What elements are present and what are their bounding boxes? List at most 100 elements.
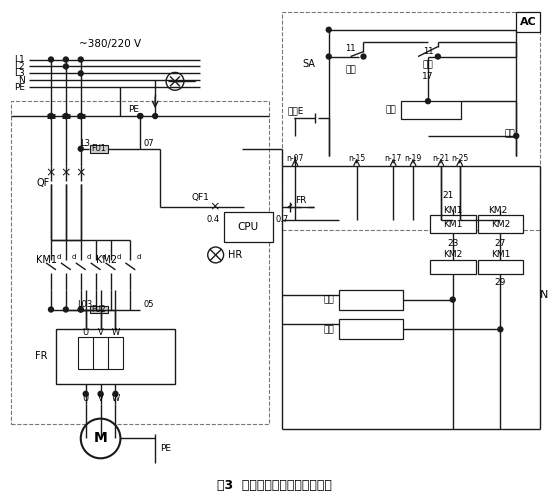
Circle shape bbox=[81, 419, 120, 458]
Text: W: W bbox=[111, 328, 119, 337]
Bar bbox=[516, 12, 540, 32]
Circle shape bbox=[63, 114, 68, 119]
Text: AC: AC bbox=[520, 17, 537, 27]
Text: QF: QF bbox=[36, 178, 50, 187]
Text: 手动: 手动 bbox=[345, 65, 356, 74]
Bar bbox=[56, 329, 175, 384]
Text: L3: L3 bbox=[80, 139, 90, 148]
Circle shape bbox=[450, 297, 455, 302]
Circle shape bbox=[78, 307, 83, 312]
Text: SA: SA bbox=[302, 60, 315, 69]
Text: FU1: FU1 bbox=[91, 144, 106, 153]
Text: ×: × bbox=[60, 166, 71, 179]
Bar bbox=[477, 260, 523, 274]
Circle shape bbox=[48, 57, 53, 62]
Text: 17: 17 bbox=[422, 72, 434, 81]
Text: ×: × bbox=[46, 166, 56, 179]
Text: 05: 05 bbox=[143, 300, 154, 309]
Bar bbox=[12, 101, 270, 424]
Text: PE: PE bbox=[14, 83, 25, 92]
Text: FU2: FU2 bbox=[91, 305, 106, 314]
Text: d: d bbox=[87, 254, 91, 260]
Text: 11: 11 bbox=[345, 44, 356, 53]
Bar bbox=[430, 260, 476, 274]
Circle shape bbox=[48, 114, 53, 119]
Text: L03: L03 bbox=[77, 300, 92, 309]
Text: 0.7: 0.7 bbox=[275, 215, 288, 224]
Text: n-25: n-25 bbox=[451, 154, 469, 163]
Text: CPU: CPU bbox=[238, 222, 259, 232]
Text: 正转: 正转 bbox=[324, 325, 335, 334]
Bar bbox=[90, 145, 108, 153]
Circle shape bbox=[63, 64, 68, 69]
Text: 图3  慢转电机的改造控制原理图: 图3 慢转电机的改造控制原理图 bbox=[217, 479, 332, 492]
Circle shape bbox=[166, 72, 184, 90]
Circle shape bbox=[78, 71, 83, 76]
Circle shape bbox=[326, 54, 331, 59]
Bar bbox=[339, 290, 403, 310]
Text: M: M bbox=[94, 432, 107, 445]
Circle shape bbox=[361, 54, 366, 59]
Text: ×: × bbox=[210, 201, 220, 214]
Bar bbox=[401, 101, 461, 119]
Text: KM1: KM1 bbox=[36, 255, 57, 265]
Circle shape bbox=[48, 114, 53, 119]
Text: KM2: KM2 bbox=[488, 206, 507, 215]
Circle shape bbox=[138, 114, 143, 119]
Circle shape bbox=[83, 391, 88, 396]
Text: 反转: 反转 bbox=[504, 129, 515, 138]
Text: L3: L3 bbox=[14, 69, 25, 78]
Text: QF1: QF1 bbox=[192, 193, 210, 202]
Text: KM2: KM2 bbox=[96, 255, 117, 265]
Bar bbox=[224, 212, 273, 242]
Text: ~380/220 V: ~380/220 V bbox=[79, 39, 141, 49]
Text: KM1: KM1 bbox=[491, 250, 510, 259]
Text: N: N bbox=[19, 76, 25, 85]
Text: 急停E: 急停E bbox=[287, 107, 304, 116]
Text: d: d bbox=[57, 254, 61, 260]
Text: n-19: n-19 bbox=[404, 154, 422, 163]
Text: PE: PE bbox=[160, 444, 171, 453]
Circle shape bbox=[498, 327, 503, 332]
Circle shape bbox=[63, 114, 68, 119]
Text: KM2: KM2 bbox=[491, 220, 510, 229]
Circle shape bbox=[78, 307, 83, 312]
Text: KM1: KM1 bbox=[443, 220, 463, 229]
Circle shape bbox=[63, 307, 68, 312]
Circle shape bbox=[78, 114, 83, 119]
Bar bbox=[282, 12, 540, 230]
Text: L1: L1 bbox=[14, 55, 25, 64]
Text: n-15: n-15 bbox=[348, 154, 365, 163]
Circle shape bbox=[63, 57, 68, 62]
Text: HR: HR bbox=[228, 250, 242, 260]
Text: KM1: KM1 bbox=[443, 206, 463, 215]
Circle shape bbox=[78, 57, 83, 62]
Text: V: V bbox=[98, 394, 103, 403]
Circle shape bbox=[153, 114, 158, 119]
Bar bbox=[339, 319, 403, 339]
Text: PE: PE bbox=[128, 105, 139, 114]
Text: 正转: 正转 bbox=[386, 106, 396, 115]
Text: 29: 29 bbox=[494, 278, 506, 287]
Text: d: d bbox=[102, 254, 106, 260]
Text: W: W bbox=[111, 394, 119, 403]
Text: 就地: 就地 bbox=[422, 60, 433, 69]
Text: d: d bbox=[136, 254, 141, 260]
Text: 0.4: 0.4 bbox=[206, 215, 219, 224]
Circle shape bbox=[208, 247, 224, 263]
Circle shape bbox=[78, 114, 83, 119]
Bar bbox=[78, 337, 94, 369]
Circle shape bbox=[436, 54, 441, 59]
Text: L2: L2 bbox=[14, 62, 25, 71]
Text: n-21: n-21 bbox=[432, 154, 449, 163]
Text: 21: 21 bbox=[442, 191, 454, 200]
Text: ×: × bbox=[75, 166, 86, 179]
Text: 07: 07 bbox=[143, 139, 154, 148]
Bar bbox=[92, 337, 108, 369]
Bar bbox=[108, 337, 123, 369]
Circle shape bbox=[326, 27, 331, 32]
Bar bbox=[430, 215, 476, 233]
Circle shape bbox=[78, 146, 83, 151]
Text: d: d bbox=[72, 254, 76, 260]
Text: n-17: n-17 bbox=[384, 154, 402, 163]
